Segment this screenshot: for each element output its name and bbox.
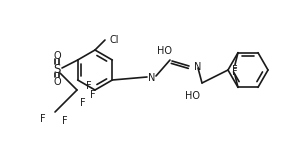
Text: F: F (90, 90, 96, 100)
Text: O: O (53, 51, 61, 61)
Text: F: F (80, 98, 86, 108)
Text: N: N (194, 62, 201, 72)
Text: F: F (86, 81, 92, 91)
Text: F: F (40, 114, 46, 124)
Text: F: F (62, 116, 68, 126)
Text: Cl: Cl (110, 35, 119, 45)
Text: S: S (53, 63, 61, 76)
Text: O: O (53, 77, 61, 87)
Text: HO: HO (157, 46, 172, 56)
Text: F: F (232, 65, 238, 75)
Text: HO: HO (185, 91, 200, 101)
Text: F: F (232, 67, 238, 77)
Text: N: N (148, 73, 156, 83)
